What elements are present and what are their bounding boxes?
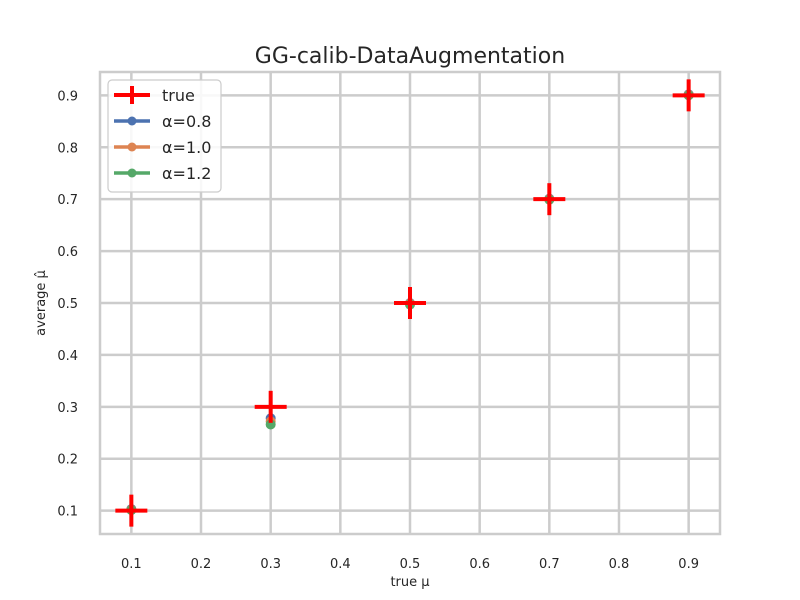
x-tick-label: 0.7 bbox=[539, 557, 560, 572]
x-tick-label: 0.5 bbox=[400, 557, 421, 572]
x-tick-label: 0.6 bbox=[469, 557, 490, 572]
y-tick-label: 0.8 bbox=[57, 141, 78, 156]
y-tick-label: 0.6 bbox=[57, 245, 78, 260]
y-axis-ticks: 0.1 0.2 0.3 0.4 0.5 0.6 0.7 0.8 0.9 bbox=[57, 89, 78, 519]
legend-label: true bbox=[162, 86, 195, 105]
legend-label: α=0.8 bbox=[162, 112, 211, 131]
y-axis-label: average μ̂ bbox=[34, 270, 49, 336]
chart-title: GG-calib-DataAugmentation bbox=[255, 44, 565, 69]
true-point-marker bbox=[533, 183, 565, 215]
x-tick-label: 0.4 bbox=[330, 557, 351, 572]
x-tick-label: 0.8 bbox=[609, 557, 630, 572]
y-tick-label: 0.4 bbox=[57, 349, 78, 364]
true-point-marker bbox=[255, 391, 287, 423]
true-point-marker bbox=[673, 79, 705, 111]
legend-label: α=1.2 bbox=[162, 164, 211, 183]
x-tick-label: 0.1 bbox=[121, 557, 142, 572]
y-tick-label: 0.9 bbox=[57, 89, 78, 104]
y-tick-label: 0.2 bbox=[57, 453, 78, 468]
x-tick-label: 0.9 bbox=[678, 557, 699, 572]
x-tick-label: 0.3 bbox=[260, 557, 281, 572]
x-tick-label: 0.2 bbox=[191, 557, 212, 572]
y-tick-label: 0.1 bbox=[57, 505, 78, 520]
y-tick-label: 0.5 bbox=[57, 297, 78, 312]
y-tick-label: 0.7 bbox=[57, 193, 78, 208]
legend: true α=0.8 α=1.0 α=1.2 bbox=[108, 80, 221, 192]
true-point-marker bbox=[394, 287, 426, 319]
x-axis-label: true μ bbox=[390, 575, 429, 590]
legend-label: α=1.0 bbox=[162, 138, 211, 157]
x-axis-ticks: 0.1 0.2 0.3 0.4 0.5 0.6 0.7 0.8 0.9 bbox=[121, 557, 699, 572]
y-tick-label: 0.3 bbox=[57, 401, 78, 416]
true-point-marker bbox=[115, 495, 147, 527]
